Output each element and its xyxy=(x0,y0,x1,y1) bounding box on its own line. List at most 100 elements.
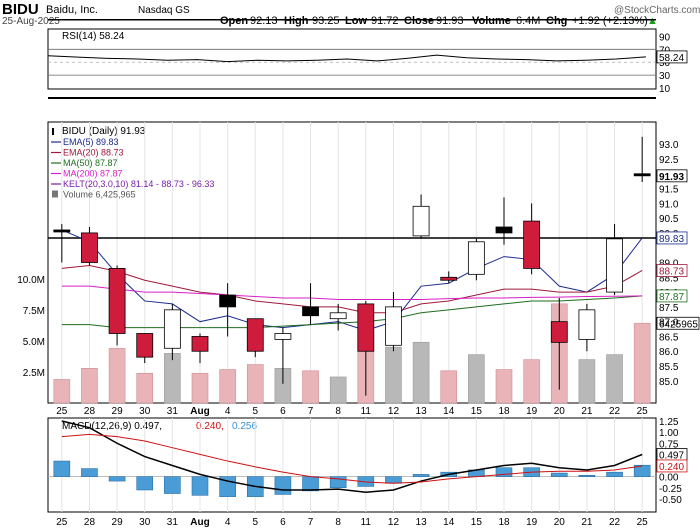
macd-value-box xyxy=(656,459,688,473)
x-tick-label-bottom: 18 xyxy=(498,517,510,528)
x-tick-label-bottom: 11 xyxy=(361,517,372,528)
candle-body xyxy=(467,241,485,275)
price-value-box xyxy=(656,231,688,245)
x-tick-label-bottom: 21 xyxy=(581,517,593,528)
candle-body xyxy=(246,318,264,352)
x-tick-label: 15 xyxy=(471,406,483,417)
x-tick-label-bottom: 7 xyxy=(308,517,314,528)
candle-body xyxy=(550,321,568,343)
open-label: Open xyxy=(220,15,248,27)
volume-bar xyxy=(495,369,513,404)
volume-bar xyxy=(412,341,430,404)
price-tick-label: 88.5 xyxy=(659,273,679,284)
price-value-box xyxy=(656,264,688,277)
x-tick-label: 8 xyxy=(335,406,341,417)
x-tick-label: 25 xyxy=(56,406,68,417)
macd-histogram-bar xyxy=(136,476,154,491)
rsi-line xyxy=(47,54,647,63)
exchange-name: Nasdaq GS xyxy=(138,5,190,16)
x-tick-label: 12 xyxy=(388,406,400,417)
macd-title-part2: 0.240, xyxy=(196,421,224,432)
macd-tick-label: -0.50 xyxy=(659,495,682,506)
macd-histogram-bar xyxy=(108,476,126,482)
close-label: Close xyxy=(404,15,434,27)
macd-histogram-bar xyxy=(191,476,209,496)
low-value: 91.72 xyxy=(371,15,399,27)
macd-value-label: 0.240 xyxy=(659,462,684,473)
x-tick-label: 13 xyxy=(416,406,428,417)
volume-bar xyxy=(164,353,181,404)
x-tick-label-bottom: 30 xyxy=(139,517,151,528)
x-tick-label-bottom: 25 xyxy=(56,517,68,528)
volume-bar xyxy=(191,372,209,404)
price-series-line xyxy=(61,229,643,332)
x-tick-label: 19 xyxy=(526,406,538,417)
macd-histogram-bar xyxy=(329,476,347,489)
price-title: BIDU (Daily) 91.93 xyxy=(62,126,146,137)
x-tick-label-bottom: 31 xyxy=(167,517,179,528)
x-tick-label-bottom: 8 xyxy=(335,517,341,528)
axis-labels: 103050709058.242.5M5.0M7.5M10.0M64259658… xyxy=(17,32,700,528)
macd-series-line xyxy=(61,433,643,484)
x-tick-label: Aug xyxy=(190,406,209,417)
candle-body xyxy=(385,306,402,346)
candle-body xyxy=(219,294,237,308)
x-tick-label-bottom: 4 xyxy=(225,517,231,528)
x-tick-label: 20 xyxy=(554,406,566,417)
x-tick-label-bottom: 22 xyxy=(609,517,621,528)
macd-tick-label: -0.25 xyxy=(659,484,682,495)
volume-bar xyxy=(440,370,458,404)
rsi-tick-label: 30 xyxy=(659,71,671,82)
macd-histogram-bar xyxy=(495,467,513,477)
price-tick-label: 86.5 xyxy=(659,332,679,343)
price-tick-label: 85.0 xyxy=(659,377,679,388)
low-label: Low xyxy=(345,15,367,27)
volume-label: Volume xyxy=(472,15,511,27)
volume-bar xyxy=(81,367,98,404)
x-tick-label: 4 xyxy=(225,406,231,417)
x-tick-label-bottom: 25 xyxy=(637,517,649,528)
price-tick-label: 89.0 xyxy=(659,259,679,270)
legend-volume-icon xyxy=(52,190,58,198)
price-tick-label: 85.5 xyxy=(659,362,679,373)
macd-tick-label: 1.25 xyxy=(659,417,679,428)
volume-bar xyxy=(606,354,623,404)
macd-histogram-bar xyxy=(385,476,402,484)
rsi-tick-label: 50 xyxy=(659,58,671,69)
open-value: 92.13 xyxy=(250,15,278,27)
price-series-line xyxy=(61,295,643,329)
volume-bar xyxy=(385,346,402,404)
legend-label: Volume 6,425,965 xyxy=(63,190,136,200)
macd-histogram-bar xyxy=(606,471,623,477)
x-tick-label: 30 xyxy=(139,406,151,417)
candle-body xyxy=(81,232,98,263)
x-tick-label-bottom: 29 xyxy=(112,517,124,528)
volume-layer xyxy=(53,303,651,404)
legend-label: KELT(20,3.0,10) 81.14 - 88.73 - 96.33 xyxy=(63,179,214,189)
macd-tick-label: 0.75 xyxy=(659,439,679,450)
volume-bar xyxy=(136,372,154,404)
legend-label: EMA(20) 88.73 xyxy=(63,148,124,158)
volume-bar xyxy=(468,354,485,404)
price-tick-label: 86.0 xyxy=(659,347,679,358)
x-tick-label-bottom: 5 xyxy=(252,517,258,528)
price-layer xyxy=(48,136,656,396)
x-tick-label: 28 xyxy=(84,406,96,417)
macd-tick-label: 0.00 xyxy=(659,473,679,484)
x-tick-label-bottom: 28 xyxy=(84,517,96,528)
price-tick-label: 91.0 xyxy=(659,199,679,210)
volume-bar xyxy=(219,369,236,404)
x-tick-label: 7 xyxy=(308,406,314,417)
legend-label: MA(50) 87.87 xyxy=(63,158,118,168)
macd-series-line xyxy=(61,420,643,493)
volume-bar xyxy=(523,359,540,404)
candle-body xyxy=(191,336,209,352)
rsi-divider xyxy=(48,97,656,99)
candle-body xyxy=(53,229,71,233)
volume-bar xyxy=(329,376,347,404)
candle-body xyxy=(523,220,541,269)
macd-panel-frame xyxy=(47,417,657,513)
volume-value-box xyxy=(656,316,700,330)
